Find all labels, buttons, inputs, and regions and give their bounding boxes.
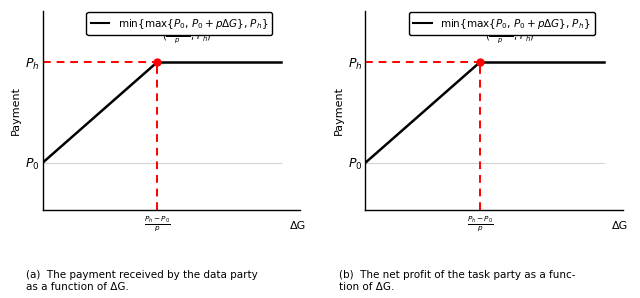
Legend: min{max{$P_0$, $P_0 + p\Delta G$}, $P_h$}: min{max{$P_0$, $P_0 + p\Delta G$}, $P_h$… (409, 12, 595, 35)
Text: (b)  The net profit of the task party as a func-
tion of ΔG.: (b) The net profit of the task party as … (339, 271, 576, 292)
Text: ΔG: ΔG (612, 221, 628, 231)
Text: ΔG: ΔG (289, 221, 306, 231)
Legend: min{max{$P_0$, $P_0 + p\Delta G$}, $P_h$}: min{max{$P_0$, $P_0 + p\Delta G$}, $P_h$… (86, 12, 272, 35)
Text: ($\frac{P_h-P_0}{p}$, $P_h$): ($\frac{P_h-P_0}{p}$, $P_h$) (484, 27, 534, 45)
Text: (a)  The payment received by the data party
as a function of ΔG.: (a) The payment received by the data par… (26, 271, 257, 292)
Y-axis label: Payment: Payment (11, 86, 21, 135)
Y-axis label: Payment: Payment (334, 86, 344, 135)
Text: ($\frac{P_h-P_0}{p}$, $P_h$): ($\frac{P_h-P_0}{p}$, $P_h$) (162, 27, 212, 45)
